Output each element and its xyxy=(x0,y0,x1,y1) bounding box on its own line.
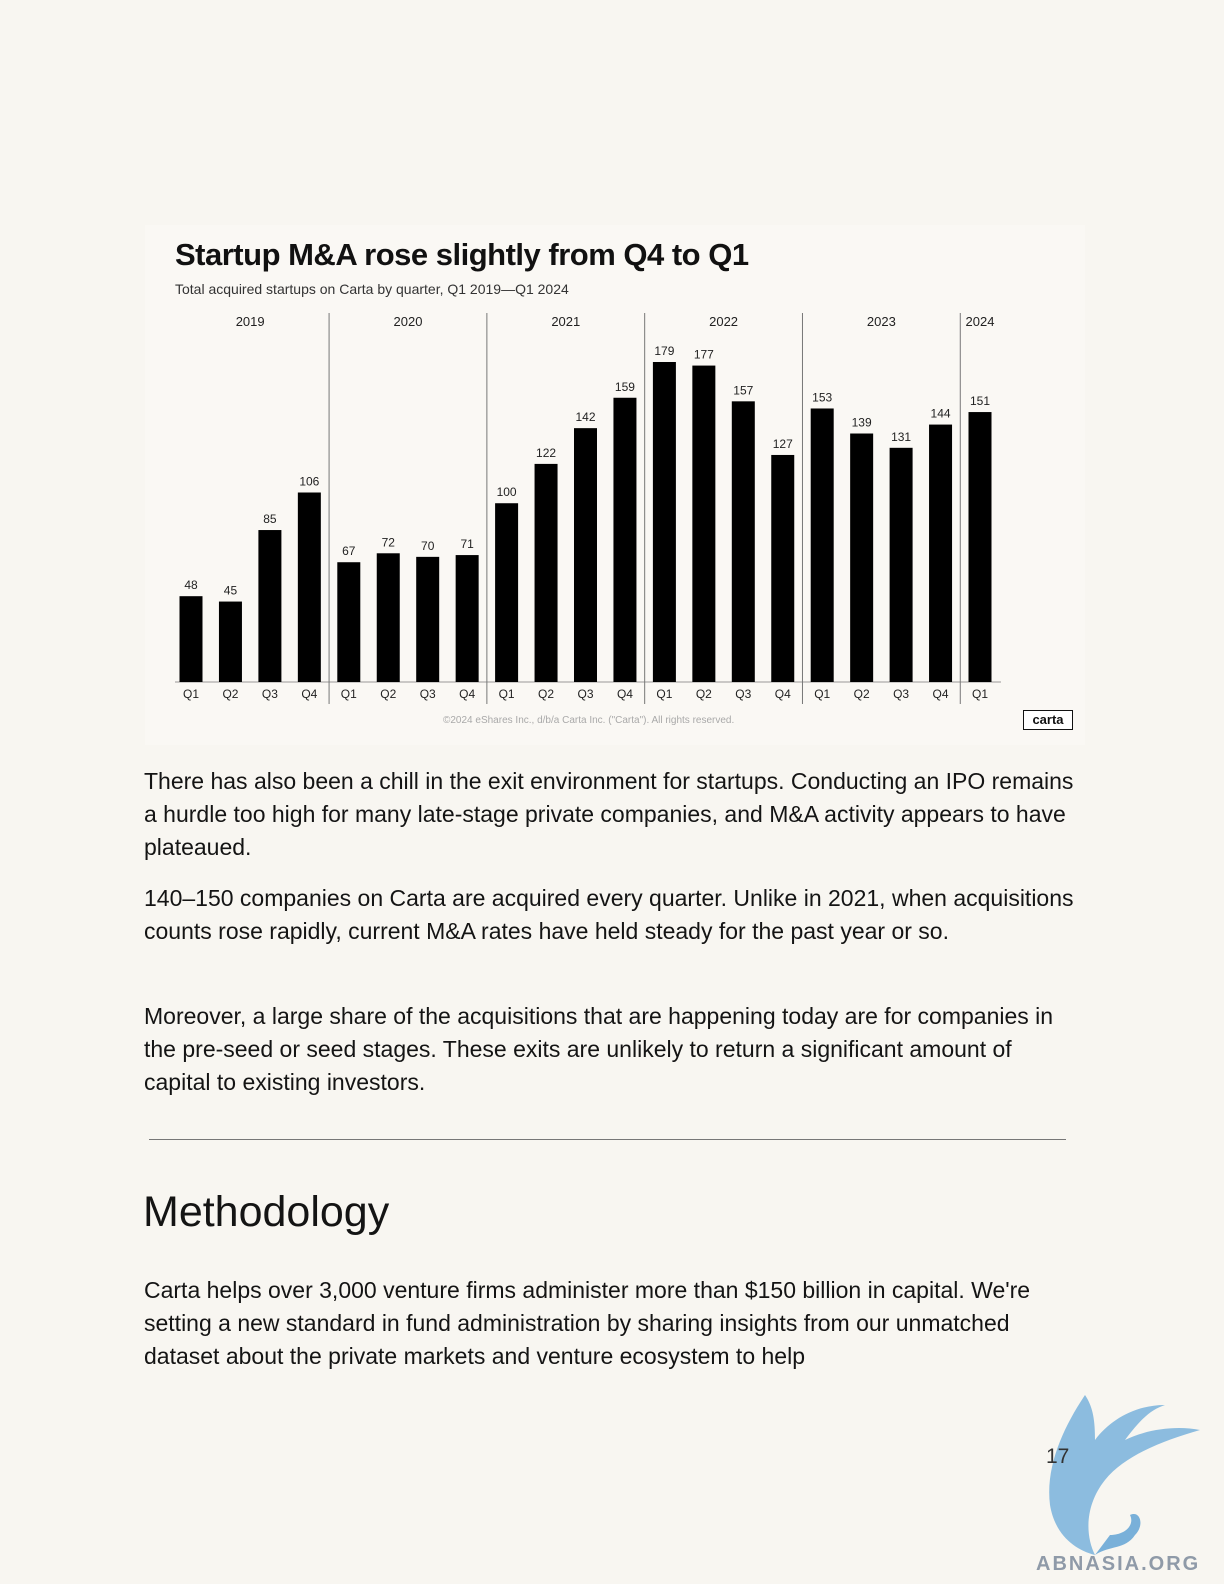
bar xyxy=(771,454,795,682)
x-tick-label: Q2 xyxy=(380,687,396,701)
year-label: 2020 xyxy=(394,314,423,329)
bar-value-label: 100 xyxy=(497,485,517,499)
bar-value-label: 85 xyxy=(263,512,277,526)
watermark-text: ABNASIA.ORG xyxy=(1036,1553,1201,1575)
bar-value-label: 153 xyxy=(812,390,832,404)
x-tick-label: Q1 xyxy=(341,687,357,701)
bar xyxy=(258,530,282,682)
x-tick-label: Q4 xyxy=(617,687,633,701)
year-label: 2021 xyxy=(551,314,580,329)
bar xyxy=(889,447,913,682)
bar xyxy=(297,492,321,682)
x-tick-label: Q2 xyxy=(538,687,554,701)
year-label: 2023 xyxy=(867,314,896,329)
bar xyxy=(179,596,203,682)
page-number: 17 xyxy=(1046,1445,1070,1468)
bar-value-label: 177 xyxy=(694,348,714,362)
chart-title: Startup M&A rose slightly from Q4 to Q1 xyxy=(175,237,749,272)
chart-card: Startup M&A rose slightly from Q4 to Q1 … xyxy=(145,225,1085,745)
x-tick-label: Q1 xyxy=(972,687,988,701)
x-tick-label: Q1 xyxy=(814,687,830,701)
x-tick-label: Q4 xyxy=(301,687,317,701)
section-divider xyxy=(149,1139,1066,1140)
bar-value-label: 139 xyxy=(852,416,872,430)
x-tick-label: Q2 xyxy=(696,687,712,701)
bar-value-label: 72 xyxy=(382,535,396,549)
x-tick-label: Q1 xyxy=(499,687,515,701)
bar xyxy=(495,503,519,682)
copyright-notice: ©2024 eShares Inc., d/b/a Carta Inc. ("C… xyxy=(443,715,735,726)
bar xyxy=(692,365,716,682)
bar xyxy=(455,555,479,682)
carta-logo: carta xyxy=(1023,710,1073,730)
bar-value-label: 67 xyxy=(342,544,356,558)
bar xyxy=(731,401,755,682)
x-tick-label: Q3 xyxy=(893,687,909,701)
x-tick-label: Q4 xyxy=(775,687,791,701)
year-label: 2019 xyxy=(236,314,265,329)
bar xyxy=(534,463,558,682)
bar xyxy=(613,397,637,682)
x-tick-label: Q4 xyxy=(933,687,949,701)
bar-value-label: 45 xyxy=(224,584,238,598)
bar xyxy=(850,433,874,682)
bar-value-label: 106 xyxy=(299,475,319,489)
paragraph-early-stage-exits: Moreover, a large share of the acquisiti… xyxy=(144,1003,1054,1095)
bar-value-label: 151 xyxy=(970,394,990,408)
bar xyxy=(376,553,400,682)
bar xyxy=(218,601,242,682)
bar-value-label: 71 xyxy=(460,537,474,551)
methodology-text: Carta helps over 3,000 venture firms adm… xyxy=(144,1277,1031,1369)
bar xyxy=(810,408,834,682)
bar xyxy=(968,412,992,682)
bar-value-label: 127 xyxy=(773,437,793,451)
bar xyxy=(574,428,597,682)
bar-value-label: 144 xyxy=(931,407,951,421)
bar-value-label: 48 xyxy=(184,578,198,592)
bar-value-label: 159 xyxy=(615,380,635,394)
x-tick-label: Q4 xyxy=(459,687,475,701)
bar-value-label: 122 xyxy=(536,446,556,460)
watermark-logo-icon xyxy=(1049,1395,1200,1555)
x-tick-label: Q3 xyxy=(420,687,436,701)
x-tick-label: Q2 xyxy=(222,687,238,701)
bar-value-label: 157 xyxy=(733,383,753,397)
bar xyxy=(929,424,953,682)
x-tick-label: Q1 xyxy=(183,687,199,701)
x-tick-label: Q3 xyxy=(577,687,593,701)
bar-value-label: 179 xyxy=(654,344,674,358)
x-tick-label: Q3 xyxy=(262,687,278,701)
bar-value-label: 70 xyxy=(421,539,435,553)
bar xyxy=(652,362,676,682)
paragraph-exit-environment: There has also been a chill in the exit … xyxy=(144,768,1074,860)
methodology-heading: Methodology xyxy=(143,1188,390,1236)
bar xyxy=(337,562,361,682)
bar-chart: 2019 2020 2021 2022 2023 2024 48 Q1 45 Q2 85 Q3 106 Q… xyxy=(175,313,1001,704)
paragraph-acquisition-rate: 140–150 companies on Carta are acquired … xyxy=(144,885,1074,944)
bar xyxy=(416,556,440,682)
bar-value-label: 142 xyxy=(575,410,595,424)
x-tick-label: Q3 xyxy=(735,687,751,701)
year-label: 2024 xyxy=(966,314,995,329)
x-tick-label: Q1 xyxy=(656,687,672,701)
year-label: 2022 xyxy=(709,314,738,329)
chart-subtitle: Total acquired startups on Carta by quar… xyxy=(175,281,569,297)
bar-value-label: 131 xyxy=(891,430,911,444)
x-tick-label: Q2 xyxy=(854,687,870,701)
